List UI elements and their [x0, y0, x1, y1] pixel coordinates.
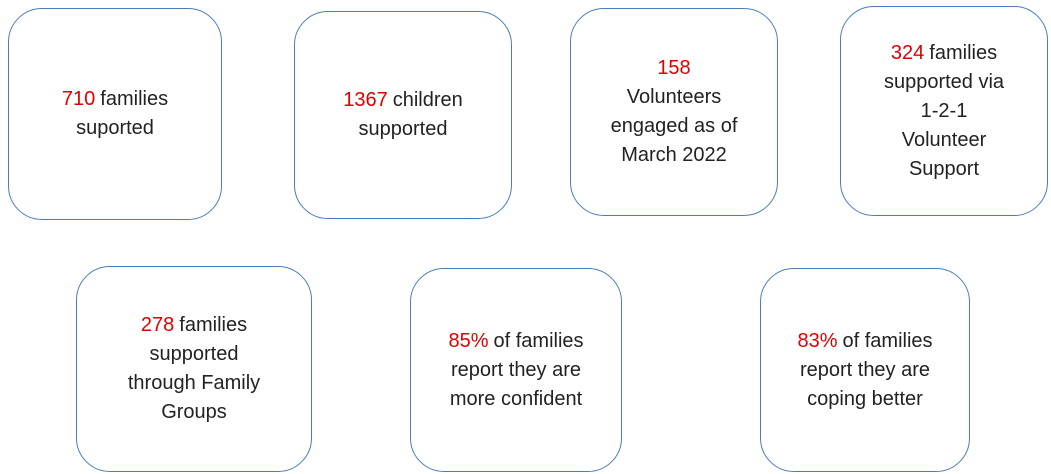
stat-number: 85% [448, 329, 489, 352]
stat-box: 324 families supported via 1-2-1 Volunteer Su… [840, 6, 1048, 216]
stat-box: 83% of families report they are coping bett… [760, 268, 970, 472]
stat-number: 158 [657, 57, 691, 79]
stat-number: 1367 [343, 89, 388, 111]
stat-line: supported [149, 343, 239, 365]
stat-text: families [179, 314, 248, 336]
stat-text: of families [493, 329, 584, 352]
stat-number: 278 [140, 314, 175, 336]
first-line: 710 families [62, 85, 168, 114]
stat-line: Support [908, 157, 980, 180]
stat-line: through Family [127, 372, 261, 394]
first-line: 1367 children [343, 86, 463, 115]
stat-line: report they are [799, 358, 931, 381]
stat-text: children [392, 89, 463, 111]
stat-line: Volunteer [901, 128, 987, 151]
first-line: 278 families [141, 311, 247, 340]
stat-text: families [100, 88, 169, 110]
first-line: 85% of families [448, 327, 583, 356]
stat-line: 1-2-1 [920, 99, 968, 122]
stat-line: supported [358, 118, 448, 140]
stat-line: supported via [883, 70, 1005, 93]
stat-box: 1367 children supported [294, 11, 512, 219]
first-line: 83% of families [797, 327, 932, 356]
stat-line: coping better [807, 387, 923, 410]
stat-box: 158 Volunteers engaged as of March 2022 [570, 8, 778, 216]
stat-line: Groups [161, 401, 227, 423]
stat-box: 278 families supported through Family Groups [76, 266, 312, 472]
stat-number: 324 [890, 41, 925, 64]
stat-number: 83% [797, 329, 838, 352]
stat-box: 85% of families report they are more confid… [410, 268, 622, 472]
stat-line: suported [76, 117, 154, 139]
stat-line: March 2022 [621, 144, 727, 166]
stat-line: Volunteers [626, 86, 722, 108]
stat-line: more confident [449, 387, 583, 410]
stat-text: families [929, 41, 998, 64]
stat-number: 710 [61, 88, 96, 110]
stat-box: 710 families suported [8, 8, 222, 220]
first-line: 158 [657, 54, 690, 83]
stat-line: report they are [450, 358, 582, 381]
stat-line: engaged as of [610, 115, 738, 137]
stat-text: of families [842, 329, 933, 352]
first-line: 324 families [891, 39, 997, 68]
